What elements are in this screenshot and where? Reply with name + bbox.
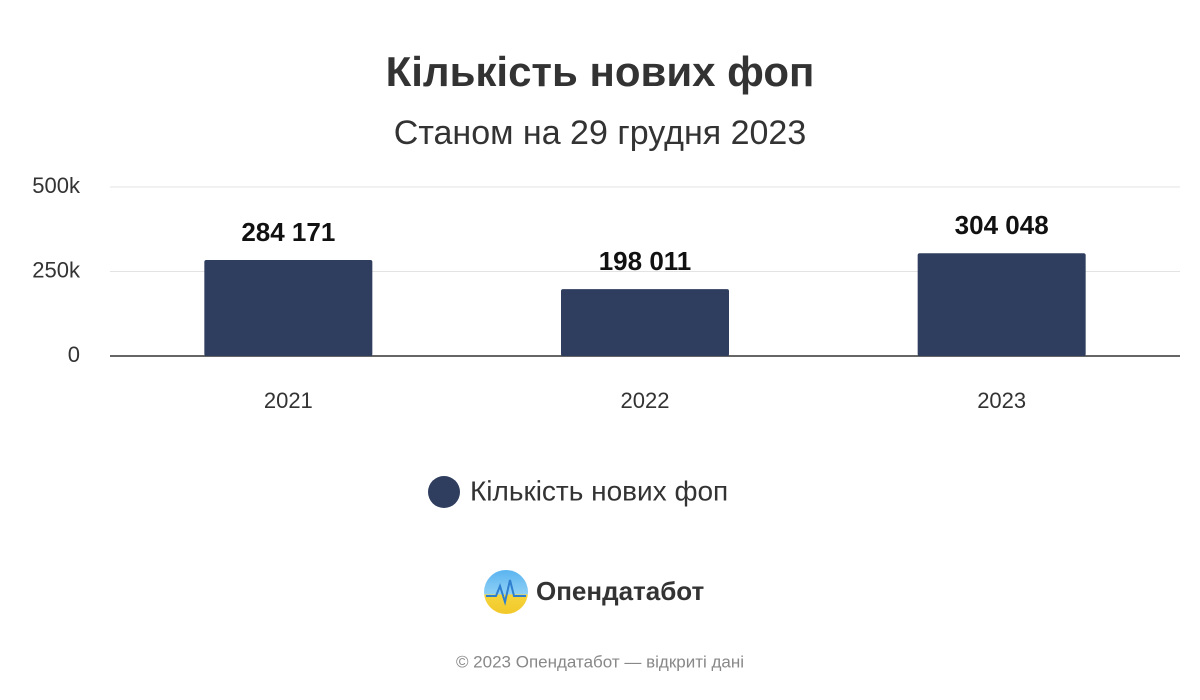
value-label: 284 171: [241, 217, 335, 247]
value-label: 198 011: [599, 246, 692, 276]
bar: [561, 289, 729, 356]
chart-title: Кількість нових фоп: [386, 48, 815, 95]
brand: Опендатабот: [536, 576, 705, 606]
logo-line: [486, 579, 526, 606]
bar: [917, 253, 1086, 356]
legend-marker: [428, 476, 460, 508]
chart-subtitle: Станом на 29 грудня 2023: [394, 114, 806, 152]
value-label: 304 048: [955, 210, 1049, 240]
footer: © 2023 Опендатабот — відкриті дані: [456, 652, 744, 671]
y-tick-label: 500k: [32, 173, 81, 198]
logo: [484, 570, 528, 614]
x-tick-label: 2021: [264, 388, 313, 413]
y-tick-label: 250k: [32, 257, 81, 282]
x-tick-label: 2023: [977, 388, 1026, 413]
legend-label: Кількість нових фоп: [470, 475, 728, 506]
y-tick-label: 0: [68, 342, 80, 367]
x-tick-label: 2022: [621, 388, 670, 413]
bar: [204, 259, 373, 356]
